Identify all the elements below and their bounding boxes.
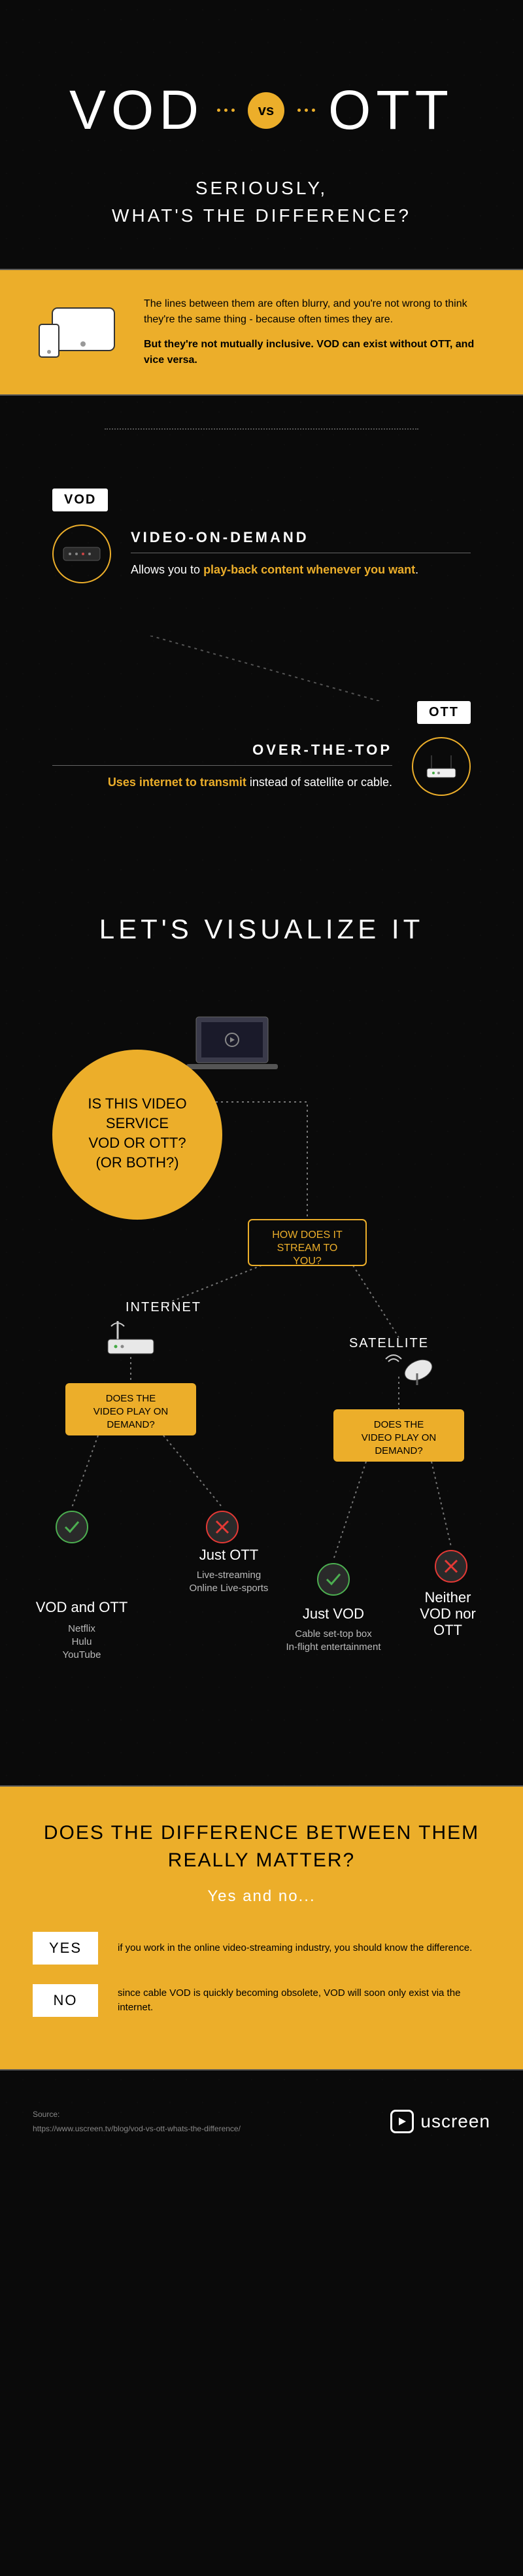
devices-icon <box>33 298 124 367</box>
yes-badge: YES <box>33 1932 98 1965</box>
intro-section: The lines between them are often blurry,… <box>0 269 523 396</box>
vod-label: VOD <box>52 489 108 511</box>
header: VOD vs OTT SERIOUSLY, WHAT'S THE DIFFERE… <box>0 0 523 269</box>
router-icon <box>412 737 471 796</box>
svg-text:DEMAND?: DEMAND? <box>375 1445 422 1456</box>
svg-text:INTERNET: INTERNET <box>126 1300 201 1314</box>
no-badge: NO <box>33 1984 98 2017</box>
play-icon <box>390 2110 414 2133</box>
laptop-icon <box>186 1017 278 1069</box>
visualize-title: LET'S VISUALIZE IT <box>0 874 523 997</box>
ott-title: OVER-THE-TOP <box>52 742 392 766</box>
title-vod: VOD <box>69 78 204 142</box>
divider <box>105 428 418 430</box>
remote-icon <box>52 524 111 583</box>
subtitle-line2: WHAT'S THE DIFFERENCE? <box>26 202 497 230</box>
svg-text:VIDEO PLAY ON: VIDEO PLAY ON <box>362 1432 437 1443</box>
svg-text:Cable set-top box: Cable set-top box <box>295 1628 372 1640</box>
ott-definition: OTT OVER-THE-TOP Uses internet to trans <box>52 701 471 796</box>
svg-text:OTT: OTT <box>433 1622 462 1638</box>
yes-desc: if you work in the online video-streamin… <box>118 1941 472 1956</box>
footer: Source: https://www.uscreen.tv/blog/vod-… <box>0 2070 523 2159</box>
router-icon-2 <box>108 1321 154 1354</box>
svg-text:VIDEO PLAY ON: VIDEO PLAY ON <box>93 1406 169 1417</box>
satellite-icon <box>386 1355 435 1385</box>
svg-text:VOD and OTT: VOD and OTT <box>36 1599 128 1615</box>
svg-text:DOES THE: DOES THE <box>106 1393 156 1404</box>
svg-text:IS THIS VIDEO: IS THIS VIDEO <box>88 1095 186 1112</box>
svg-text:Live-streaming: Live-streaming <box>197 1570 261 1581</box>
no-desc: since cable VOD is quickly becoming obso… <box>118 1986 490 2016</box>
matter-section: DOES THE DIFFERENCE BETWEEN THEM REALLY … <box>0 1785 523 2070</box>
brand-logo: uscreen <box>390 2110 490 2133</box>
title-ott: OTT <box>328 78 454 142</box>
svg-text:VOD OR OTT?: VOD OR OTT? <box>88 1135 186 1151</box>
svg-text:SATELLITE: SATELLITE <box>349 1336 429 1350</box>
vs-badge: vs <box>248 92 284 129</box>
matter-sub: Yes and no... <box>33 1887 490 1906</box>
svg-text:(OR BOTH?): (OR BOTH?) <box>95 1154 178 1171</box>
source-url: https://www.uscreen.tv/blog/vod-vs-ott-w… <box>33 2124 241 2133</box>
svg-text:YouTube: YouTube <box>63 1649 101 1660</box>
svg-text:YOU?: YOU? <box>293 1256 322 1267</box>
vod-definition: VOD VIDEO-ON-DEMAND Allows you to play-b… <box>52 489 471 583</box>
svg-text:Hulu: Hulu <box>72 1636 92 1647</box>
intro-line1: The lines between them are often blurry,… <box>144 298 467 325</box>
brand-name: uscreen <box>420 2111 490 2132</box>
svg-text:Just VOD: Just VOD <box>303 1606 364 1622</box>
svg-text:HOW DOES IT: HOW DOES IT <box>272 1229 343 1241</box>
svg-text:In-flight entertainment: In-flight entertainment <box>286 1641 381 1653</box>
svg-text:Online Live-sports: Online Live-sports <box>190 1583 269 1594</box>
ott-label: OTT <box>417 701 471 724</box>
flowchart: IS THIS VIDEO SERVICE VOD OR OTT? (OR BO… <box>0 997 523 1785</box>
svg-text:Netflix: Netflix <box>68 1623 95 1634</box>
intro-line2: But they're not mutually inclusive. VOD … <box>144 337 490 368</box>
source-label: Source: <box>33 2110 241 2119</box>
subtitle-line1: SERIOUSLY, <box>26 175 497 202</box>
svg-text:SERVICE: SERVICE <box>106 1115 169 1131</box>
svg-text:Neither: Neither <box>425 1589 471 1606</box>
vod-title: VIDEO-ON-DEMAND <box>131 529 471 553</box>
matter-title: DOES THE DIFFERENCE BETWEEN THEM REALLY … <box>33 1819 490 1874</box>
svg-text:DOES THE: DOES THE <box>374 1419 424 1430</box>
svg-text:Just OTT: Just OTT <box>199 1547 258 1563</box>
svg-text:VOD nor: VOD nor <box>420 1606 476 1622</box>
svg-text:STREAM TO: STREAM TO <box>277 1243 338 1254</box>
svg-text:DEMAND?: DEMAND? <box>107 1419 154 1430</box>
